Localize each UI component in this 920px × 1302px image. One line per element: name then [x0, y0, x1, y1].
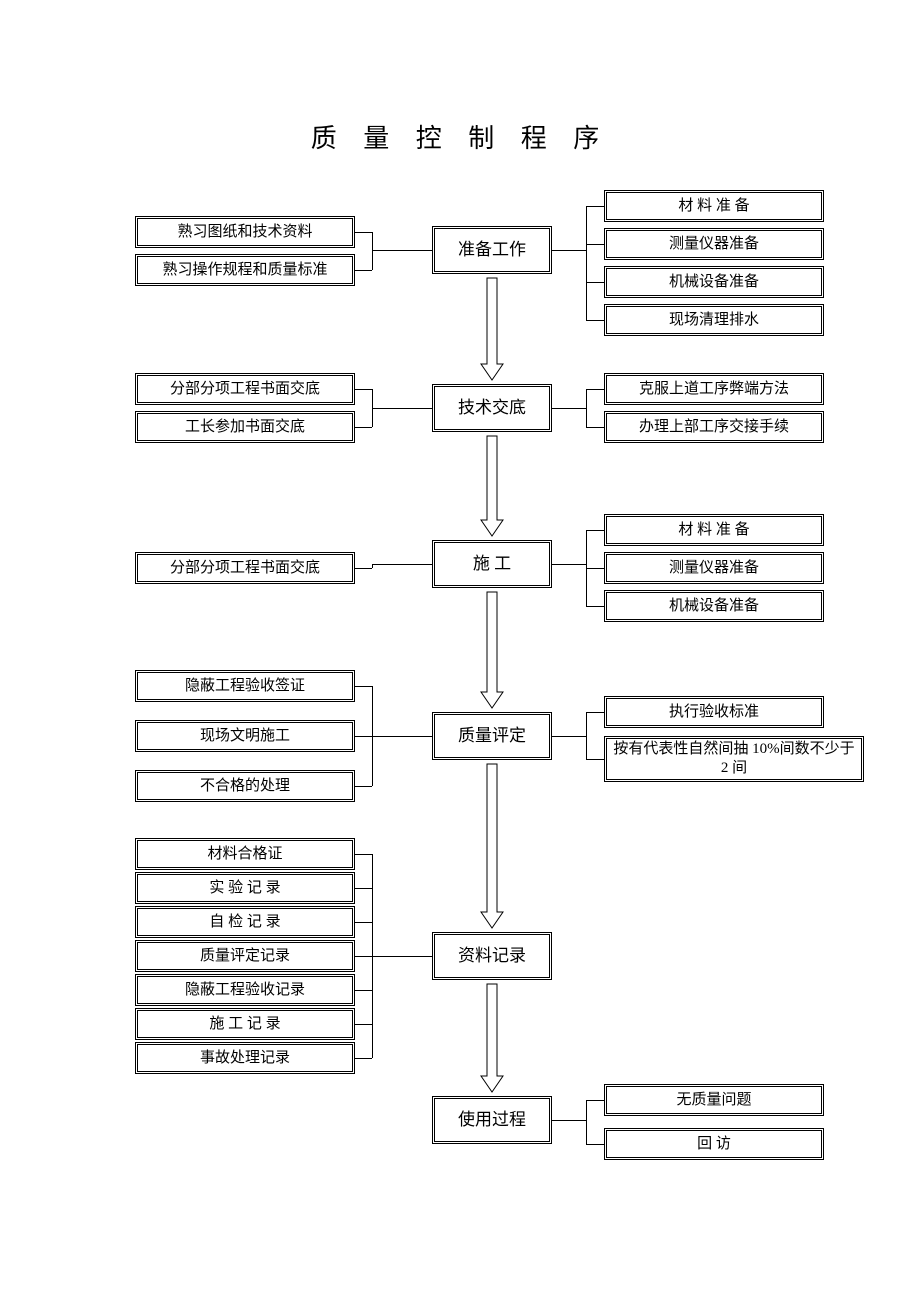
left-node-build-0: 分部分项工程书面交底	[135, 552, 355, 584]
left-node-qa-0: 隐蔽工程验收签证	[135, 670, 355, 702]
connector-h	[586, 427, 604, 428]
right-node-use-0: 无质量问题	[604, 1084, 824, 1116]
main-node-prep: 准备工作	[432, 226, 552, 274]
arrow-down-icon	[480, 763, 504, 929]
connector-h	[355, 956, 372, 957]
connector-h	[355, 990, 372, 991]
connector-h	[355, 854, 372, 855]
right-node-prep-3: 现场清理排水	[604, 304, 824, 336]
right-node-prep-2: 机械设备准备	[604, 266, 824, 298]
connector-h	[586, 568, 604, 569]
connector-v	[586, 389, 587, 427]
connector-h	[586, 320, 604, 321]
main-node-qa: 质量评定	[432, 712, 552, 760]
page-title: 质 量 控 制 程 序	[0, 118, 920, 155]
connector-v	[372, 232, 373, 270]
arrow-down-icon	[480, 277, 504, 381]
connector-h	[552, 564, 586, 565]
connector-h	[355, 270, 372, 271]
right-node-tech-1: 办理上部工序交接手续	[604, 411, 824, 443]
right-node-tech-0: 克服上道工序弊端方法	[604, 373, 824, 405]
connector-h	[586, 530, 604, 531]
connector-v	[586, 1100, 587, 1144]
connector-h	[355, 736, 372, 737]
main-node-use: 使用过程	[432, 1096, 552, 1144]
arrow-down-icon	[480, 983, 504, 1093]
left-node-qa-2: 不合格的处理	[135, 770, 355, 802]
connector-h	[355, 1058, 372, 1059]
connector-h	[372, 250, 432, 251]
right-node-qa-1: 按有代表性自然间抽 10%间数不少于 2 间	[604, 736, 864, 782]
connector-h	[355, 1024, 372, 1025]
connector-h	[355, 888, 372, 889]
right-node-prep-0: 材 料 准 备	[604, 190, 824, 222]
connector-h	[355, 427, 372, 428]
connector-v	[586, 712, 587, 759]
connector-h	[372, 736, 432, 737]
connector-h	[355, 232, 372, 233]
connector-v	[586, 206, 587, 320]
connector-h	[552, 736, 586, 737]
left-node-tech-1: 工长参加书面交底	[135, 411, 355, 443]
connector-h	[372, 408, 432, 409]
connector-h	[355, 389, 372, 390]
connector-h	[552, 1120, 586, 1121]
main-node-build: 施 工	[432, 540, 552, 588]
connector-h	[586, 1100, 604, 1101]
connector-h	[586, 244, 604, 245]
connector-h	[372, 956, 432, 957]
left-node-prep-1: 熟习操作规程和质量标准	[135, 254, 355, 286]
arrow-down-icon	[480, 435, 504, 537]
connector-h	[552, 408, 586, 409]
left-node-prep-0: 熟习图纸和技术资料	[135, 216, 355, 248]
left-node-records-3: 质量评定记录	[135, 940, 355, 972]
connector-h	[552, 250, 586, 251]
connector-h	[355, 568, 372, 569]
connector-h	[586, 606, 604, 607]
connector-h	[586, 712, 604, 713]
right-node-build-1: 测量仪器准备	[604, 552, 824, 584]
connector-h	[355, 786, 372, 787]
connector-h	[586, 389, 604, 390]
connector-h	[372, 564, 432, 565]
connector-h	[586, 759, 604, 760]
left-node-records-4: 隐蔽工程验收记录	[135, 974, 355, 1006]
right-node-build-0: 材 料 准 备	[604, 514, 824, 546]
main-node-records: 资料记录	[432, 932, 552, 980]
connector-h	[586, 1144, 604, 1145]
connector-h	[355, 686, 372, 687]
left-node-tech-0: 分部分项工程书面交底	[135, 373, 355, 405]
right-node-prep-1: 测量仪器准备	[604, 228, 824, 260]
left-node-records-2: 自 检 记 录	[135, 906, 355, 938]
right-node-build-2: 机械设备准备	[604, 590, 824, 622]
right-node-qa-0: 执行验收标准	[604, 696, 824, 728]
connector-h	[586, 282, 604, 283]
left-node-qa-1: 现场文明施工	[135, 720, 355, 752]
left-node-records-1: 实 验 记 录	[135, 872, 355, 904]
left-node-records-6: 事故处理记录	[135, 1042, 355, 1074]
left-node-records-5: 施 工 记 录	[135, 1008, 355, 1040]
main-node-tech: 技术交底	[432, 384, 552, 432]
connector-h	[355, 922, 372, 923]
arrow-down-icon	[480, 591, 504, 709]
right-node-use-1: 回 访	[604, 1128, 824, 1160]
left-node-records-0: 材料合格证	[135, 838, 355, 870]
connector-h	[586, 206, 604, 207]
